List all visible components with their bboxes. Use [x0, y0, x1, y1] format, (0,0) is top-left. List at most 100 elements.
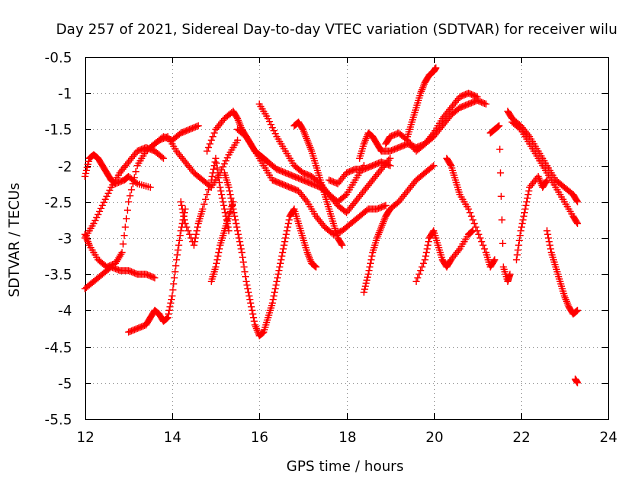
data-point-interp [496, 145, 504, 153]
data-point [512, 256, 520, 264]
data-point [207, 176, 215, 184]
data-point-interp [446, 160, 454, 168]
data-point-interp [419, 259, 427, 267]
data-point-interp [220, 201, 228, 209]
data-point-interp [175, 236, 183, 244]
data-point-interp [520, 209, 528, 217]
data-point-interp [83, 163, 91, 171]
data-point-interp [227, 194, 235, 202]
data-point-interp [514, 246, 522, 254]
data-point-interp [207, 136, 215, 144]
data-point [225, 183, 233, 191]
data-point-interp [544, 230, 552, 238]
data-point-interp [191, 238, 199, 246]
data-point-interp [186, 230, 194, 238]
y-tick-label: -1.5 [45, 123, 72, 139]
data-point [247, 299, 255, 307]
data-point-interp [183, 223, 191, 231]
data-point [473, 93, 481, 101]
data-point-interp [163, 314, 171, 322]
data-point-interp [91, 217, 99, 225]
data-point-interp [284, 220, 292, 228]
data-point [360, 288, 368, 296]
data-point-interp [127, 186, 135, 194]
data-point [203, 147, 211, 155]
data-point-interp [311, 262, 319, 270]
data-point-interp [215, 178, 223, 186]
data-point-interp [239, 253, 247, 261]
data-point-interp [525, 187, 533, 195]
data-point [181, 220, 189, 228]
data-point [421, 256, 429, 264]
data-point-interp [515, 241, 523, 249]
data-point [264, 115, 272, 123]
data-point [177, 227, 185, 235]
series-arc14 [325, 158, 394, 188]
data-point-interp [363, 276, 371, 284]
data-point-interp [523, 198, 531, 206]
series-arc03 [81, 144, 167, 242]
data-point-interp [100, 198, 108, 206]
data-point-interp [468, 227, 476, 235]
data-point-interp [214, 252, 222, 260]
data-point-interp [281, 238, 289, 246]
data-point-interp [101, 195, 109, 203]
data-point-interp [362, 279, 370, 287]
data-marks [81, 64, 581, 387]
data-point [98, 201, 106, 209]
data-point-interp [181, 216, 189, 224]
data-point-interp [270, 127, 278, 135]
data-point-interp [414, 274, 422, 282]
data-point [229, 205, 237, 213]
grid-layer [85, 57, 608, 419]
data-point-interp [279, 248, 287, 256]
data-point [238, 248, 246, 256]
data-point-interp [516, 232, 524, 240]
data-point [146, 183, 154, 191]
data-point-interp [202, 195, 210, 203]
data-point-interp [191, 234, 199, 242]
data-point [506, 270, 514, 278]
data-point-interp [270, 292, 278, 300]
y-tick-label: -3 [58, 232, 72, 248]
data-point-interp [573, 307, 581, 315]
data-point-interp [172, 262, 180, 270]
data-point-interp [546, 241, 554, 249]
data-point-interp [481, 245, 489, 253]
data-point [234, 136, 242, 144]
data-point-interp [271, 285, 279, 293]
data-point [432, 64, 440, 72]
data-point-interp [429, 228, 437, 236]
data-point-interp [476, 234, 484, 242]
data-point-interp [472, 92, 480, 100]
data-point-interp [175, 241, 183, 249]
series-arc01 [81, 263, 159, 293]
data-point-interp [119, 240, 127, 248]
data-point-interp [298, 124, 306, 132]
y-tick-label: -2.5 [45, 196, 72, 212]
data-point-interp [193, 227, 201, 235]
data-point-interp [212, 259, 220, 267]
data-point [495, 122, 503, 130]
data-point-interp [243, 281, 251, 289]
data-point-interp [214, 169, 222, 177]
data-point-interp [415, 270, 423, 278]
data-point-interp [544, 234, 552, 242]
data-point-interp [337, 240, 345, 248]
x-tick-label: 14 [164, 430, 182, 446]
series-arc17 [382, 89, 481, 155]
y-tick-label: -1 [58, 87, 72, 103]
data-point-interp [280, 241, 288, 249]
data-point-interp [515, 124, 523, 132]
data-point [194, 122, 202, 130]
series-arc19 [412, 227, 477, 285]
x-tick-label: 16 [251, 430, 269, 446]
data-point-interp [211, 158, 219, 166]
data-point-interp [174, 246, 182, 254]
data-point-interp [499, 239, 507, 247]
data-point-interp [165, 310, 173, 318]
data-point-interp [518, 223, 526, 231]
data-point-interp [518, 220, 526, 228]
data-point [168, 292, 176, 300]
data-point-interp [223, 154, 231, 162]
